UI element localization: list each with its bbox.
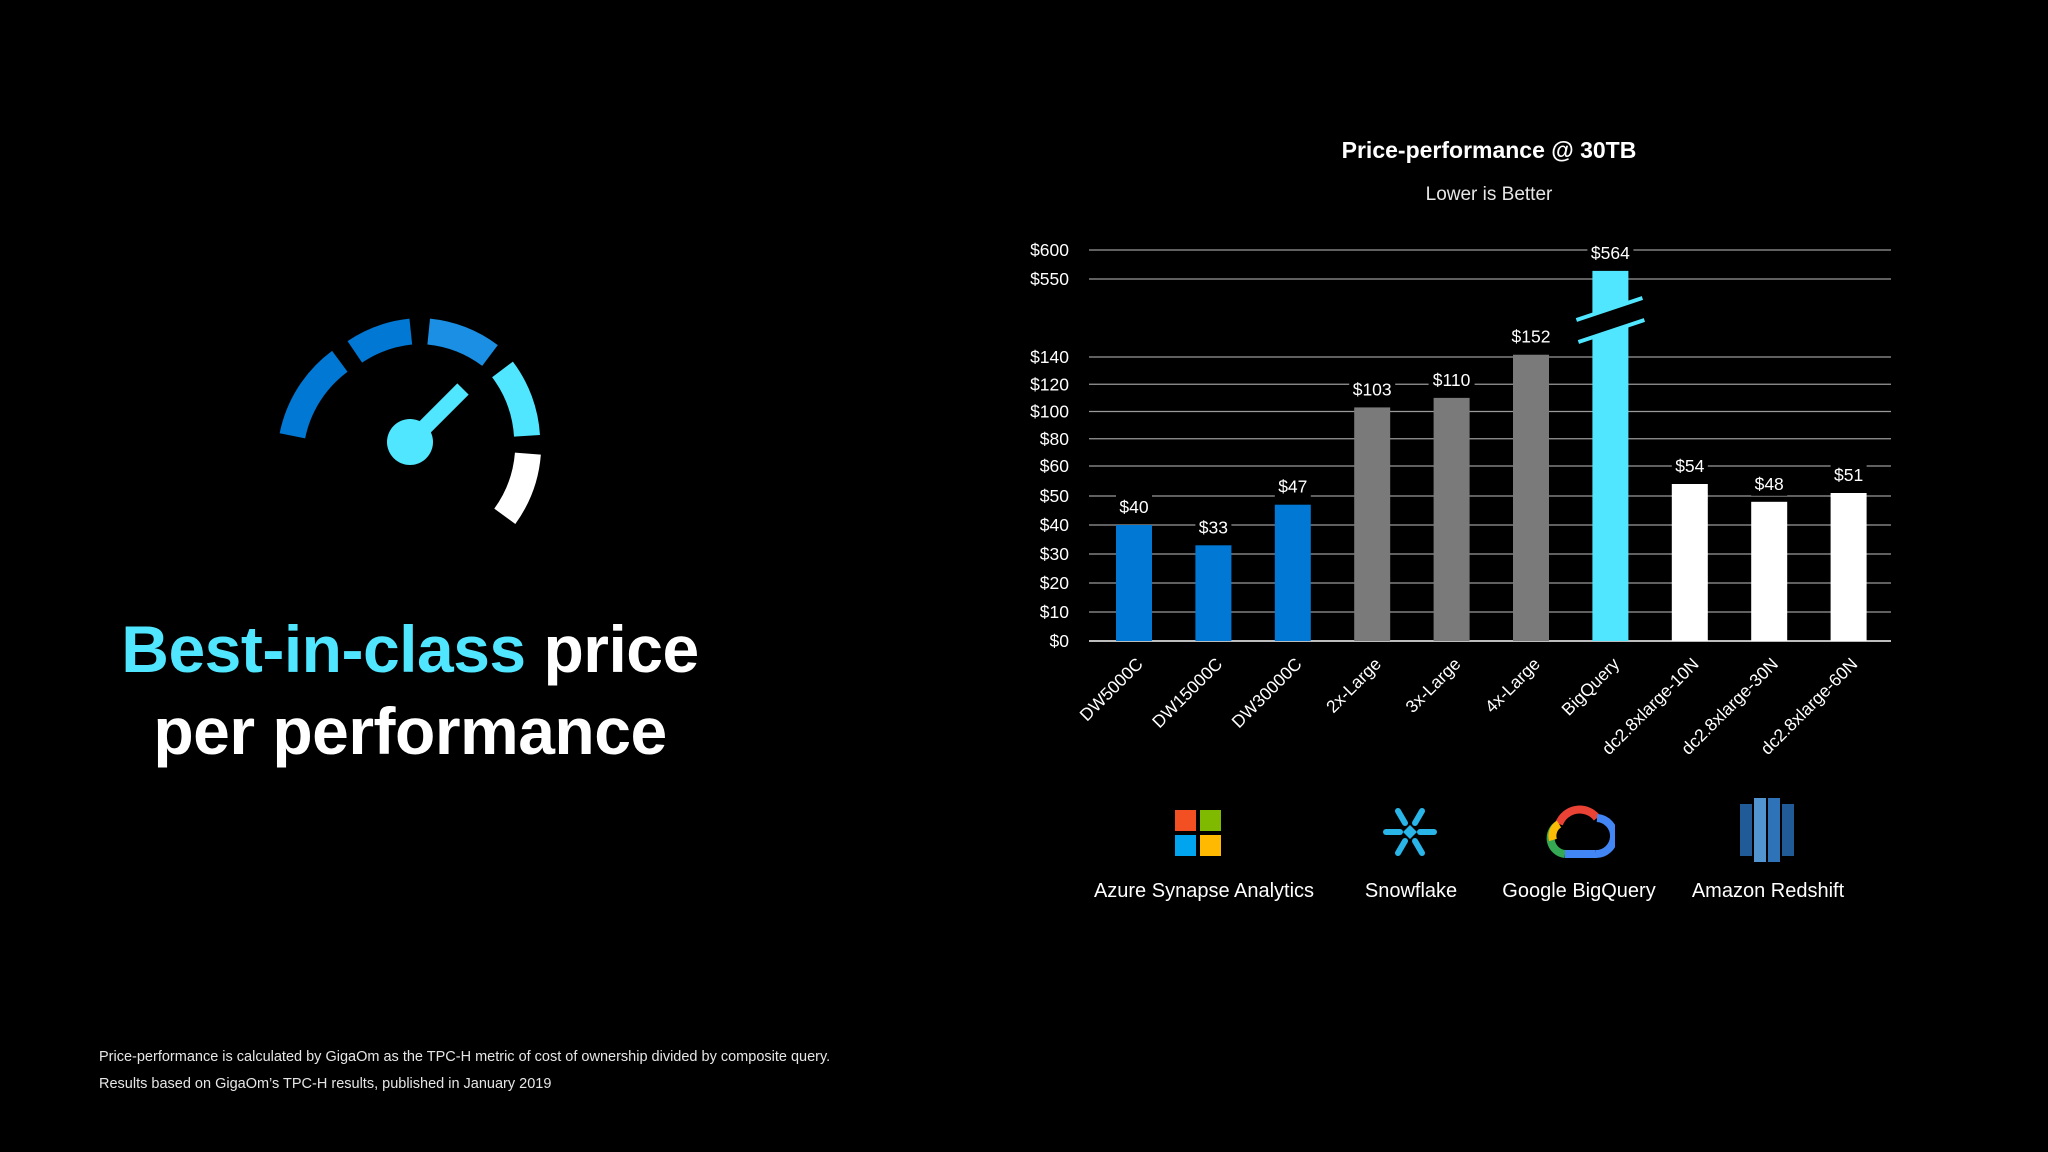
x-tick-label: 4x-Large (1481, 654, 1544, 717)
gauge-segment-4 (491, 361, 540, 438)
y-tick-label: $10 (1040, 602, 1069, 622)
headline-rest: price (525, 612, 699, 686)
y-tick-label: $120 (1030, 374, 1069, 394)
bar (1354, 407, 1391, 641)
value-label: $47 (1278, 477, 1307, 497)
x-tick-label: BigQuery (1558, 654, 1624, 720)
chart-title: Price-performance @ 30TB (1342, 137, 1637, 163)
snowflake-logo-icon (1383, 808, 1437, 856)
value-label: $54 (1675, 456, 1704, 476)
y-tick-label: $550 (1030, 269, 1069, 289)
speedometer-icon (279, 318, 541, 524)
x-tick-label: DW15000C (1148, 654, 1226, 732)
x-tick-label: DW30000C (1228, 654, 1306, 732)
y-tick-label: $0 (1050, 631, 1070, 651)
bar (1433, 397, 1470, 641)
value-label: $40 (1119, 497, 1148, 517)
y-tick-label: $30 (1040, 544, 1069, 564)
x-tick-label: DW5000C (1076, 654, 1147, 725)
value-label: $564 (1591, 243, 1630, 263)
y-tick-label: $600 (1030, 240, 1069, 260)
headline-accent: Best-in-class (121, 612, 526, 686)
value-label-bg (1587, 238, 1634, 265)
chart-subtitle: Lower is Better (1426, 184, 1553, 205)
microsoft-logo-icon (1175, 810, 1221, 856)
bar (1830, 493, 1867, 641)
value-label-bg (1751, 469, 1788, 496)
value-label: $33 (1199, 517, 1228, 537)
amazon-redshift-logo-icon (1740, 798, 1794, 862)
y-tick-label: $20 (1040, 573, 1069, 593)
value-label: $103 (1353, 379, 1392, 399)
value-label: $51 (1834, 465, 1863, 485)
gauge-hub (387, 419, 433, 465)
vendor-label-snowflake: Snowflake (1364, 880, 1458, 902)
value-label-bg (1195, 513, 1232, 540)
y-tick-label: $40 (1040, 515, 1069, 535)
bar (1116, 525, 1152, 641)
y-tick-label: $60 (1040, 456, 1069, 476)
value-label-bg (1274, 472, 1311, 499)
x-tick-label: 3x-Large (1401, 654, 1464, 717)
gauge-segment-5 (494, 452, 541, 524)
value-label-bg (1428, 365, 1475, 392)
google-cloud-logo-icon (1546, 805, 1615, 859)
y-tick-label: $140 (1030, 347, 1069, 367)
axis-break-mark (1575, 296, 1644, 322)
value-label: $152 (1512, 327, 1551, 347)
bar (1671, 484, 1708, 641)
y-tick-label: $50 (1040, 486, 1069, 506)
y-tick-label: $100 (1030, 402, 1069, 422)
footnote-2: Results based on GigaOm’s TPC-H results,… (99, 1076, 552, 1092)
value-label-bg (1830, 461, 1867, 487)
bar (1195, 545, 1232, 641)
footnote-1: Price-performance is calculated by GigaO… (99, 1049, 831, 1065)
axis-break-gap (1580, 298, 1641, 342)
gauge-segment-3 (427, 318, 498, 367)
vendor-label-redshift: Amazon Redshift (1691, 880, 1845, 902)
headline: Best-in-class price per performance (0, 608, 820, 772)
vendor-label-azure: Azure Synapse Analytics (1093, 880, 1315, 902)
bar (1751, 501, 1788, 641)
x-tick-label: 2x-Large (1322, 654, 1385, 717)
value-label-bg (1508, 322, 1554, 349)
axis-break-mark (1577, 318, 1646, 344)
value-label-bg (1116, 493, 1152, 519)
value-label-bg (1671, 452, 1708, 478)
vendor-label-google: Google BigQuery (1502, 880, 1656, 902)
bar (1274, 504, 1311, 641)
bar (1513, 354, 1549, 641)
gauge-segment-2 (347, 318, 413, 363)
y-tick-label: $80 (1040, 429, 1069, 449)
headline-line2: per performance (153, 694, 667, 768)
value-label: $48 (1755, 474, 1784, 494)
value-label-bg (1349, 375, 1396, 402)
value-label: $110 (1433, 370, 1471, 390)
gauge-segment-1 (279, 350, 348, 439)
